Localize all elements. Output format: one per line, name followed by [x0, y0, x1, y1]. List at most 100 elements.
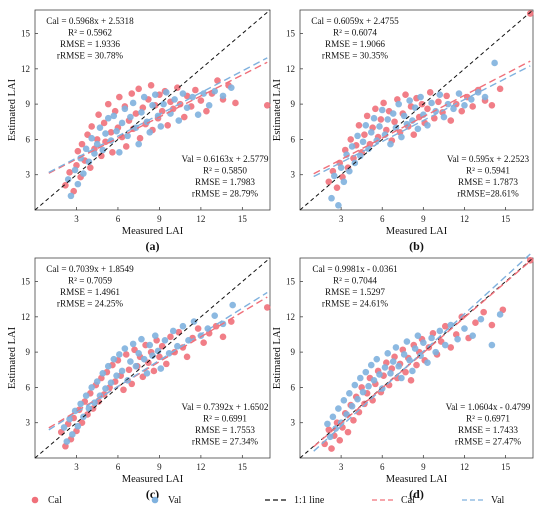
- panel-a-cal-point: [263, 101, 271, 109]
- panel-c-cal-point: [263, 304, 271, 311]
- panel-a-val-point: [88, 134, 95, 142]
- panel-d-val-point: [454, 335, 461, 343]
- panel-d-y-tick-label: 9: [291, 347, 296, 357]
- panel-a-cal-point: [62, 181, 69, 189]
- panel-d-x-tick-label: 9: [421, 462, 426, 472]
- panel-a-val-point: [183, 104, 191, 111]
- panel-b-val-point: [432, 107, 439, 115]
- panel-c-cal-point: [120, 386, 127, 394]
- panel-a-y-tick-label: 15: [21, 29, 31, 39]
- panel-b-val-point: [376, 123, 383, 130]
- panel-c-val-point: [190, 318, 198, 325]
- panel-c-val-point: [165, 349, 173, 357]
- panel-c-y-tick-label: 12: [21, 312, 30, 322]
- panel-b-val-point: [340, 178, 348, 186]
- panel-d-val-point: [447, 321, 455, 329]
- panel-d-cal-stat: Cal = 0.9981x - 0.0361: [312, 264, 398, 274]
- panel-b-cal-stat: RMSE = 1.9066: [325, 39, 385, 49]
- panel-a-x-tick-label: 6: [116, 214, 121, 224]
- panel-b-label: (b): [409, 239, 424, 253]
- panel-d-val-point: [351, 381, 359, 389]
- legend-label: 1:1 line: [294, 495, 325, 506]
- panel-c-frame: [34, 257, 271, 459]
- panel-d-val-point: [414, 332, 422, 339]
- panel-a-cal-point: [86, 164, 94, 171]
- panel-c-val-point: [60, 424, 68, 431]
- panel-c-cal-point: [150, 367, 158, 375]
- panel-a-val-point: [138, 109, 145, 116]
- panel-a-y-tick-label: 6: [26, 134, 31, 144]
- panel-c-val-point: [88, 384, 95, 391]
- panel-b-y-tick-label: 6: [291, 134, 296, 144]
- panel-c-y-tick-label: 6: [26, 382, 31, 392]
- panel-d-val-point: [477, 315, 485, 323]
- panel-c-cal-point: [219, 333, 227, 341]
- panel-c-val-point: [143, 369, 151, 377]
- panel-a-cal-point: [147, 81, 155, 89]
- panel-b-val-point: [428, 99, 435, 107]
- panel-c-cal-fit-line: [48, 296, 268, 429]
- panel-b-val-point: [444, 100, 452, 108]
- panel-d-val-stat: rRMSE = 27.47%: [455, 437, 522, 447]
- panel-b-val-point: [481, 93, 489, 101]
- panel-b-val-point: [440, 113, 448, 121]
- panel-d-y-tick-label: 12: [286, 312, 295, 322]
- panel-c-cal-point: [200, 339, 207, 347]
- panel-b-cal-point: [435, 98, 442, 106]
- panel-d-val-point: [420, 339, 427, 347]
- panel-b-val-point: [398, 133, 405, 141]
- panel-b-val-point: [367, 129, 375, 136]
- panel-c-one-to-one-line: [34, 257, 271, 459]
- panel-b-val-point: [384, 116, 392, 123]
- panel-b-y-tick-label: 12: [286, 64, 295, 74]
- panel-a-val-point: [80, 170, 87, 177]
- panel-a-cal-point: [98, 152, 105, 160]
- panel-d-y-tick-label: 15: [286, 277, 296, 287]
- panel-b-x-tick-label: 3: [339, 214, 344, 224]
- panel-b-x-tick-label: 12: [460, 214, 469, 224]
- panel-c-val-point: [149, 352, 156, 359]
- panel-b-x-tick-label: 6: [380, 214, 385, 224]
- panel-b-val-point: [348, 143, 356, 150]
- legend-marker: [151, 496, 159, 504]
- panel-a-cal-point: [88, 123, 95, 130]
- panel-c-x-tick-label: 15: [238, 462, 248, 472]
- panel-c-val-point: [69, 431, 76, 438]
- panel-a-cal-point: [100, 119, 108, 127]
- panel-c-val-point: [132, 362, 140, 370]
- panel-a-val-stat: R² = 0.5850: [203, 166, 247, 176]
- panel-c-val-point: [174, 342, 181, 350]
- panel-d-val-point: [400, 351, 408, 358]
- panel-a-val-point: [118, 119, 126, 127]
- panel-c-val-point: [138, 335, 145, 343]
- panel-c-val-point: [157, 365, 165, 372]
- panel-b-val-stat: RMSE = 1.7873: [458, 177, 518, 187]
- panel-c-x-tick-label: 12: [196, 462, 205, 472]
- panel-a-cal-point: [78, 140, 86, 148]
- panel-a-x-tick-label: 15: [238, 214, 248, 224]
- legend-label: Cal: [401, 495, 415, 506]
- panel-b-val-point: [346, 167, 353, 175]
- panel-a-val-point: [227, 84, 235, 91]
- panel-d-cal-point: [336, 437, 344, 444]
- panel-b-cal-point: [447, 117, 455, 124]
- panel-b-val-fit-line: [313, 65, 531, 178]
- panel-a-x-tick-label: 3: [74, 214, 79, 224]
- panel-a-y-tick-label: 9: [26, 99, 31, 109]
- panel-a-cal-point: [135, 85, 142, 93]
- panel-d-val-point: [428, 334, 435, 342]
- panel-c-val-point: [211, 312, 219, 319]
- panel-b-frame: [299, 9, 534, 211]
- panel-b-val-point: [468, 96, 475, 103]
- panel-c-cal-stat: RMSE = 1.4961: [60, 287, 120, 297]
- panel-d-val-point: [384, 349, 392, 357]
- panel-b-y-tick-label: 15: [286, 29, 296, 39]
- panel-b-cal-point: [469, 103, 476, 110]
- panel-b-val-point: [387, 140, 394, 148]
- panel-c-val-stat: RMSE = 1.7553: [195, 425, 255, 435]
- panel-d-val-point: [409, 367, 416, 375]
- panel-a-cal-point: [180, 113, 188, 121]
- panel-d-val-point: [348, 402, 356, 410]
- panel-d-val-point: [357, 374, 364, 382]
- panel-b-val-point: [406, 97, 413, 104]
